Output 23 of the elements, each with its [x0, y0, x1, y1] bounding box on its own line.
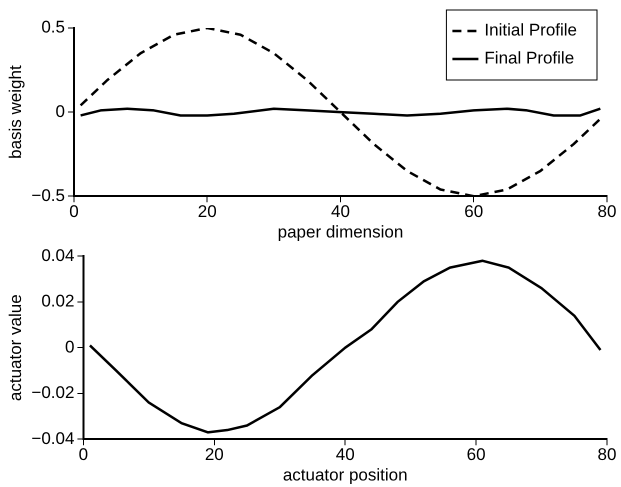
- x-tick-label: 40: [336, 445, 355, 464]
- x-tick-label: 20: [198, 202, 217, 222]
- legend-label: Initial Profile: [484, 20, 578, 40]
- x-tick-label: 80: [598, 202, 616, 222]
- y-tick-label: 0: [64, 337, 74, 356]
- x-tick-label: 20: [204, 445, 224, 464]
- y-axis-title: basis weight: [6, 65, 25, 159]
- y-tick-label: −0.04: [31, 428, 74, 448]
- y-tick-label: −0.02: [31, 383, 74, 402]
- x-axis-title: actuator position: [282, 465, 408, 484]
- x-tick-label: 0: [78, 445, 88, 464]
- y-tick-label: 0.5: [41, 18, 65, 37]
- x-tick-label: 40: [331, 202, 350, 222]
- y-tick-label: 0.02: [41, 292, 74, 311]
- x-axis-title: paper dimension: [278, 222, 404, 242]
- x-tick-label: 80: [598, 445, 616, 464]
- y-axis-title: actuator value: [6, 294, 25, 402]
- y-tick-label: 0.04: [41, 246, 74, 265]
- x-tick-label: 60: [466, 445, 486, 464]
- x-tick-label: 60: [464, 202, 484, 222]
- y-tick-label: 0: [55, 102, 65, 121]
- y-tick-label: −0.5: [31, 186, 65, 205]
- legend-label: Final Profile: [484, 48, 574, 68]
